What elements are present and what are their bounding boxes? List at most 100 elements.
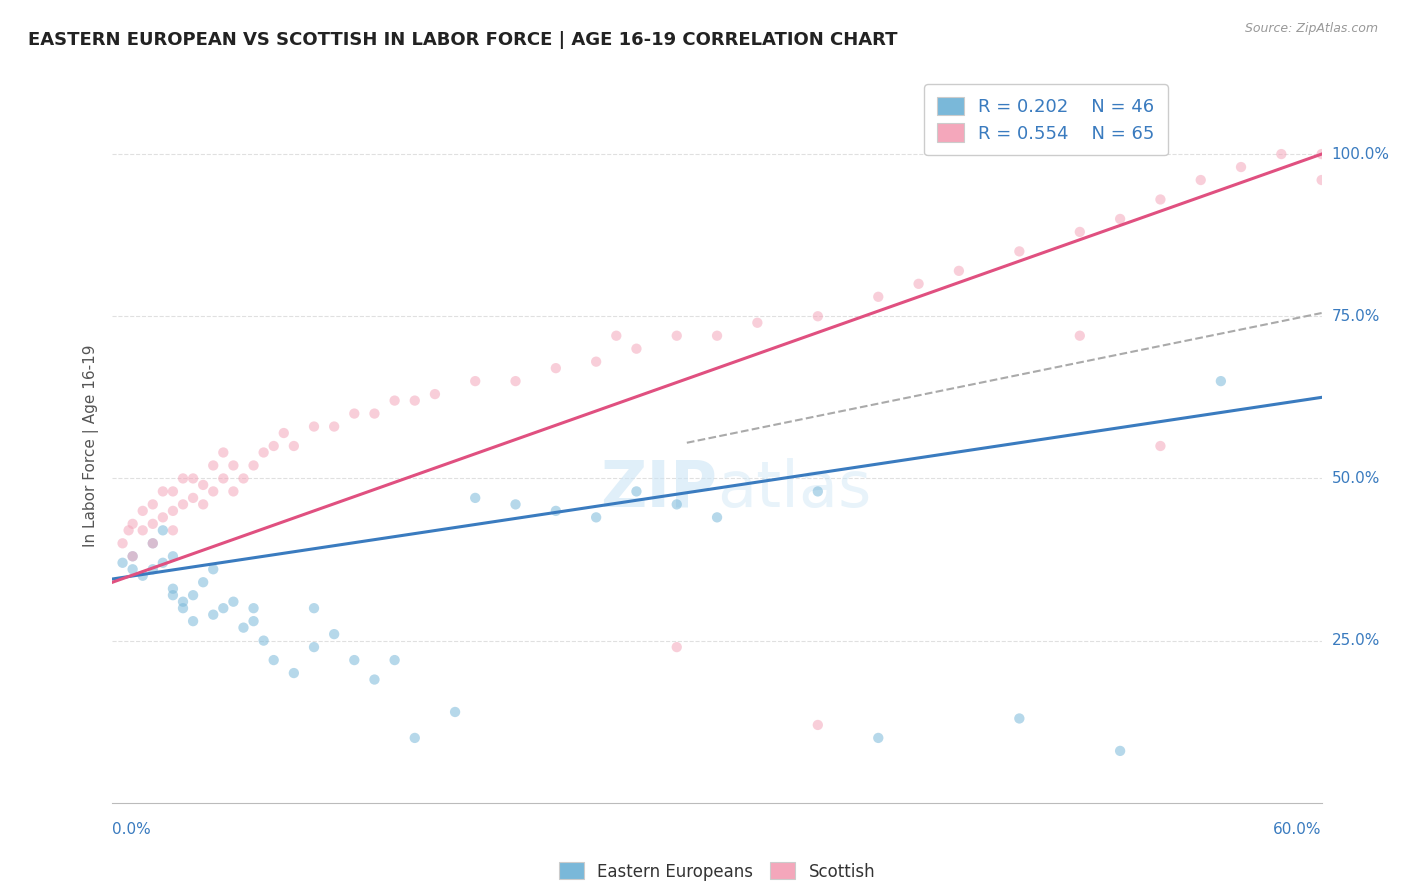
- Point: [363, 673, 385, 687]
- Point: [1270, 147, 1292, 161]
- Point: [323, 627, 346, 641]
- Point: [263, 653, 285, 667]
- Point: [343, 653, 366, 667]
- Point: [302, 640, 325, 654]
- Point: [626, 342, 648, 356]
- Point: [384, 393, 406, 408]
- Text: Source: ZipAtlas.com: Source: ZipAtlas.com: [1244, 22, 1378, 36]
- Point: [807, 310, 830, 324]
- Point: [747, 316, 769, 330]
- Point: [302, 601, 325, 615]
- Point: [665, 328, 688, 343]
- Point: [142, 562, 165, 576]
- Point: [152, 556, 174, 570]
- Point: [323, 419, 346, 434]
- Point: [948, 264, 970, 278]
- Point: [212, 445, 235, 459]
- Point: [117, 524, 139, 538]
- Point: [544, 504, 567, 518]
- Point: [665, 497, 688, 511]
- Point: [212, 601, 235, 615]
- Point: [202, 458, 225, 473]
- Point: [253, 633, 276, 648]
- Point: [253, 445, 276, 459]
- Point: [807, 718, 830, 732]
- Point: [273, 425, 295, 440]
- Point: [152, 510, 174, 524]
- Point: [242, 458, 264, 473]
- Point: [181, 491, 204, 505]
- Point: [283, 666, 305, 681]
- Point: [1109, 744, 1132, 758]
- Y-axis label: In Labor Force | Age 16-19: In Labor Force | Age 16-19: [83, 344, 98, 548]
- Point: [152, 484, 174, 499]
- Point: [444, 705, 467, 719]
- Point: [363, 407, 385, 421]
- Point: [191, 497, 214, 511]
- Point: [1149, 439, 1171, 453]
- Point: [302, 419, 325, 434]
- Point: [1189, 173, 1212, 187]
- Text: 60.0%: 60.0%: [1274, 822, 1322, 837]
- Text: atlas: atlas: [717, 458, 872, 520]
- Point: [505, 497, 527, 511]
- Point: [162, 549, 184, 564]
- Point: [283, 439, 305, 453]
- Point: [142, 536, 165, 550]
- Point: [142, 516, 165, 531]
- Text: 25.0%: 25.0%: [1331, 633, 1381, 648]
- Point: [172, 471, 194, 485]
- Point: [162, 484, 184, 499]
- Point: [202, 484, 225, 499]
- Point: [202, 562, 225, 576]
- Text: 50.0%: 50.0%: [1331, 471, 1381, 486]
- Point: [132, 504, 155, 518]
- Point: [1069, 225, 1091, 239]
- Point: [242, 614, 264, 628]
- Point: [1310, 173, 1333, 187]
- Point: [202, 607, 225, 622]
- Point: [505, 374, 527, 388]
- Point: [1209, 374, 1232, 388]
- Point: [191, 478, 214, 492]
- Text: EASTERN EUROPEAN VS SCOTTISH IN LABOR FORCE | AGE 16-19 CORRELATION CHART: EASTERN EUROPEAN VS SCOTTISH IN LABOR FO…: [28, 31, 897, 49]
- Point: [111, 536, 134, 550]
- Point: [868, 731, 890, 745]
- Point: [222, 458, 245, 473]
- Point: [464, 374, 486, 388]
- Point: [142, 497, 165, 511]
- Point: [162, 582, 184, 596]
- Point: [181, 471, 204, 485]
- Point: [222, 484, 245, 499]
- Point: [423, 387, 446, 401]
- Point: [585, 354, 607, 368]
- Point: [172, 497, 194, 511]
- Point: [142, 536, 165, 550]
- Point: [626, 484, 648, 499]
- Point: [706, 510, 728, 524]
- Point: [665, 640, 688, 654]
- Point: [343, 407, 366, 421]
- Point: [807, 484, 830, 499]
- Point: [1109, 211, 1132, 226]
- Point: [172, 595, 194, 609]
- Point: [121, 549, 143, 564]
- Point: [242, 601, 264, 615]
- Point: [585, 510, 607, 524]
- Point: [384, 653, 406, 667]
- Point: [1310, 147, 1333, 161]
- Point: [121, 516, 143, 531]
- Point: [868, 290, 890, 304]
- Point: [404, 731, 426, 745]
- Point: [172, 601, 194, 615]
- Point: [132, 568, 155, 582]
- Point: [1008, 244, 1031, 259]
- Text: 100.0%: 100.0%: [1331, 146, 1389, 161]
- Point: [1008, 711, 1031, 725]
- Point: [132, 524, 155, 538]
- Point: [464, 491, 486, 505]
- Point: [181, 588, 204, 602]
- Point: [232, 621, 254, 635]
- Point: [404, 393, 426, 408]
- Point: [263, 439, 285, 453]
